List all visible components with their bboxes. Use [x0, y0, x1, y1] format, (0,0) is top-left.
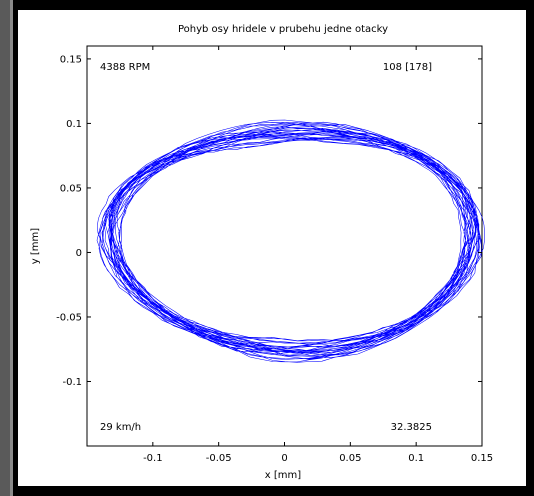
plot-area — [86, 45, 483, 447]
y-axis-label: y [mm] — [30, 228, 41, 264]
orbit-trace-line — [96, 119, 485, 363]
x-tick-label: -0.1 — [143, 453, 163, 464]
y-tick-label: 0.05 — [60, 183, 82, 194]
annotation-sample: 108 [178] — [383, 62, 432, 73]
x-tick-label: 0 — [281, 453, 287, 464]
orbit-chart: Pohyb osy hridele v prubehu jedne otacky… — [30, 24, 493, 481]
y-tick-label: 0.15 — [60, 54, 82, 65]
x-tick-label: -0.05 — [206, 453, 232, 464]
y-tick-label: 0 — [76, 248, 82, 259]
x-axis-label: x [mm] — [265, 470, 301, 481]
annotation-speed: 29 km/h — [100, 422, 141, 433]
figure-panel: Pohyb osy hridele v prubehu jedne otacky… — [18, 10, 526, 486]
annotation-value: 32.3825 — [391, 422, 432, 433]
y-tick-label: -0.1 — [62, 377, 82, 388]
x-tick-label: 0.05 — [339, 453, 361, 464]
window-frame-left-highlight — [10, 0, 13, 496]
window-frame-left — [0, 0, 10, 496]
annotation-rpm: 4388 RPM — [100, 62, 150, 73]
y-axis-ticks — [87, 58, 482, 382]
y-tick-label: -0.05 — [56, 312, 82, 323]
x-axis-tick-labels: -0.1 -0.05 0 0.05 0.1 0.15 — [143, 453, 493, 464]
x-tick-label: 0.15 — [471, 453, 493, 464]
y-tick-label: 0.1 — [66, 119, 82, 130]
x-tick-label: 0.1 — [408, 453, 424, 464]
x-axis-ticks — [152, 46, 483, 446]
y-axis-tick-labels: -0.1 -0.05 0 0.05 0.1 0.15 — [56, 54, 82, 388]
chart-title: Pohyb osy hridele v prubehu jedne otacky — [178, 24, 388, 35]
orbit-series — [96, 119, 485, 363]
